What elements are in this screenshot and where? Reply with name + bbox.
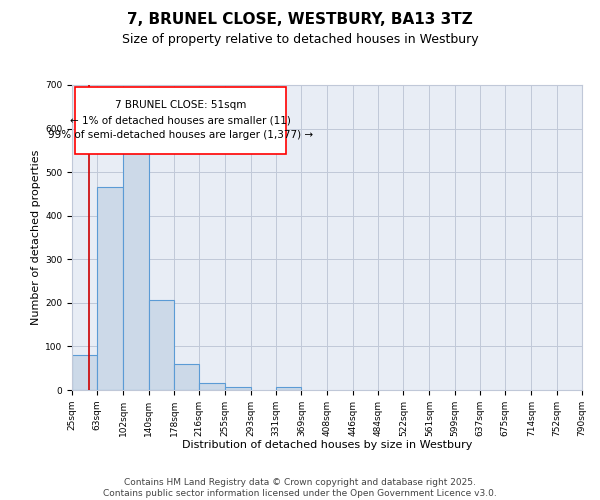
- Bar: [97, 188, 122, 390]
- Bar: [124, 144, 149, 390]
- Bar: [149, 300, 174, 390]
- Bar: [226, 386, 251, 390]
- Text: Size of property relative to detached houses in Westbury: Size of property relative to detached ho…: [122, 32, 478, 46]
- Text: 7 BRUNEL CLOSE: 51sqm
← 1% of detached houses are smaller (11)
99% of semi-detac: 7 BRUNEL CLOSE: 51sqm ← 1% of detached h…: [48, 100, 313, 140]
- Y-axis label: Number of detached properties: Number of detached properties: [31, 150, 41, 325]
- Text: 7, BRUNEL CLOSE, WESTBURY, BA13 3TZ: 7, BRUNEL CLOSE, WESTBURY, BA13 3TZ: [127, 12, 473, 28]
- Bar: [72, 355, 97, 390]
- Bar: [174, 364, 199, 390]
- X-axis label: Distribution of detached houses by size in Westbury: Distribution of detached houses by size …: [182, 440, 472, 450]
- Bar: [276, 387, 301, 390]
- Bar: [199, 382, 224, 390]
- Text: Contains HM Land Registry data © Crown copyright and database right 2025.
Contai: Contains HM Land Registry data © Crown c…: [103, 478, 497, 498]
- FancyBboxPatch shape: [74, 86, 286, 154]
